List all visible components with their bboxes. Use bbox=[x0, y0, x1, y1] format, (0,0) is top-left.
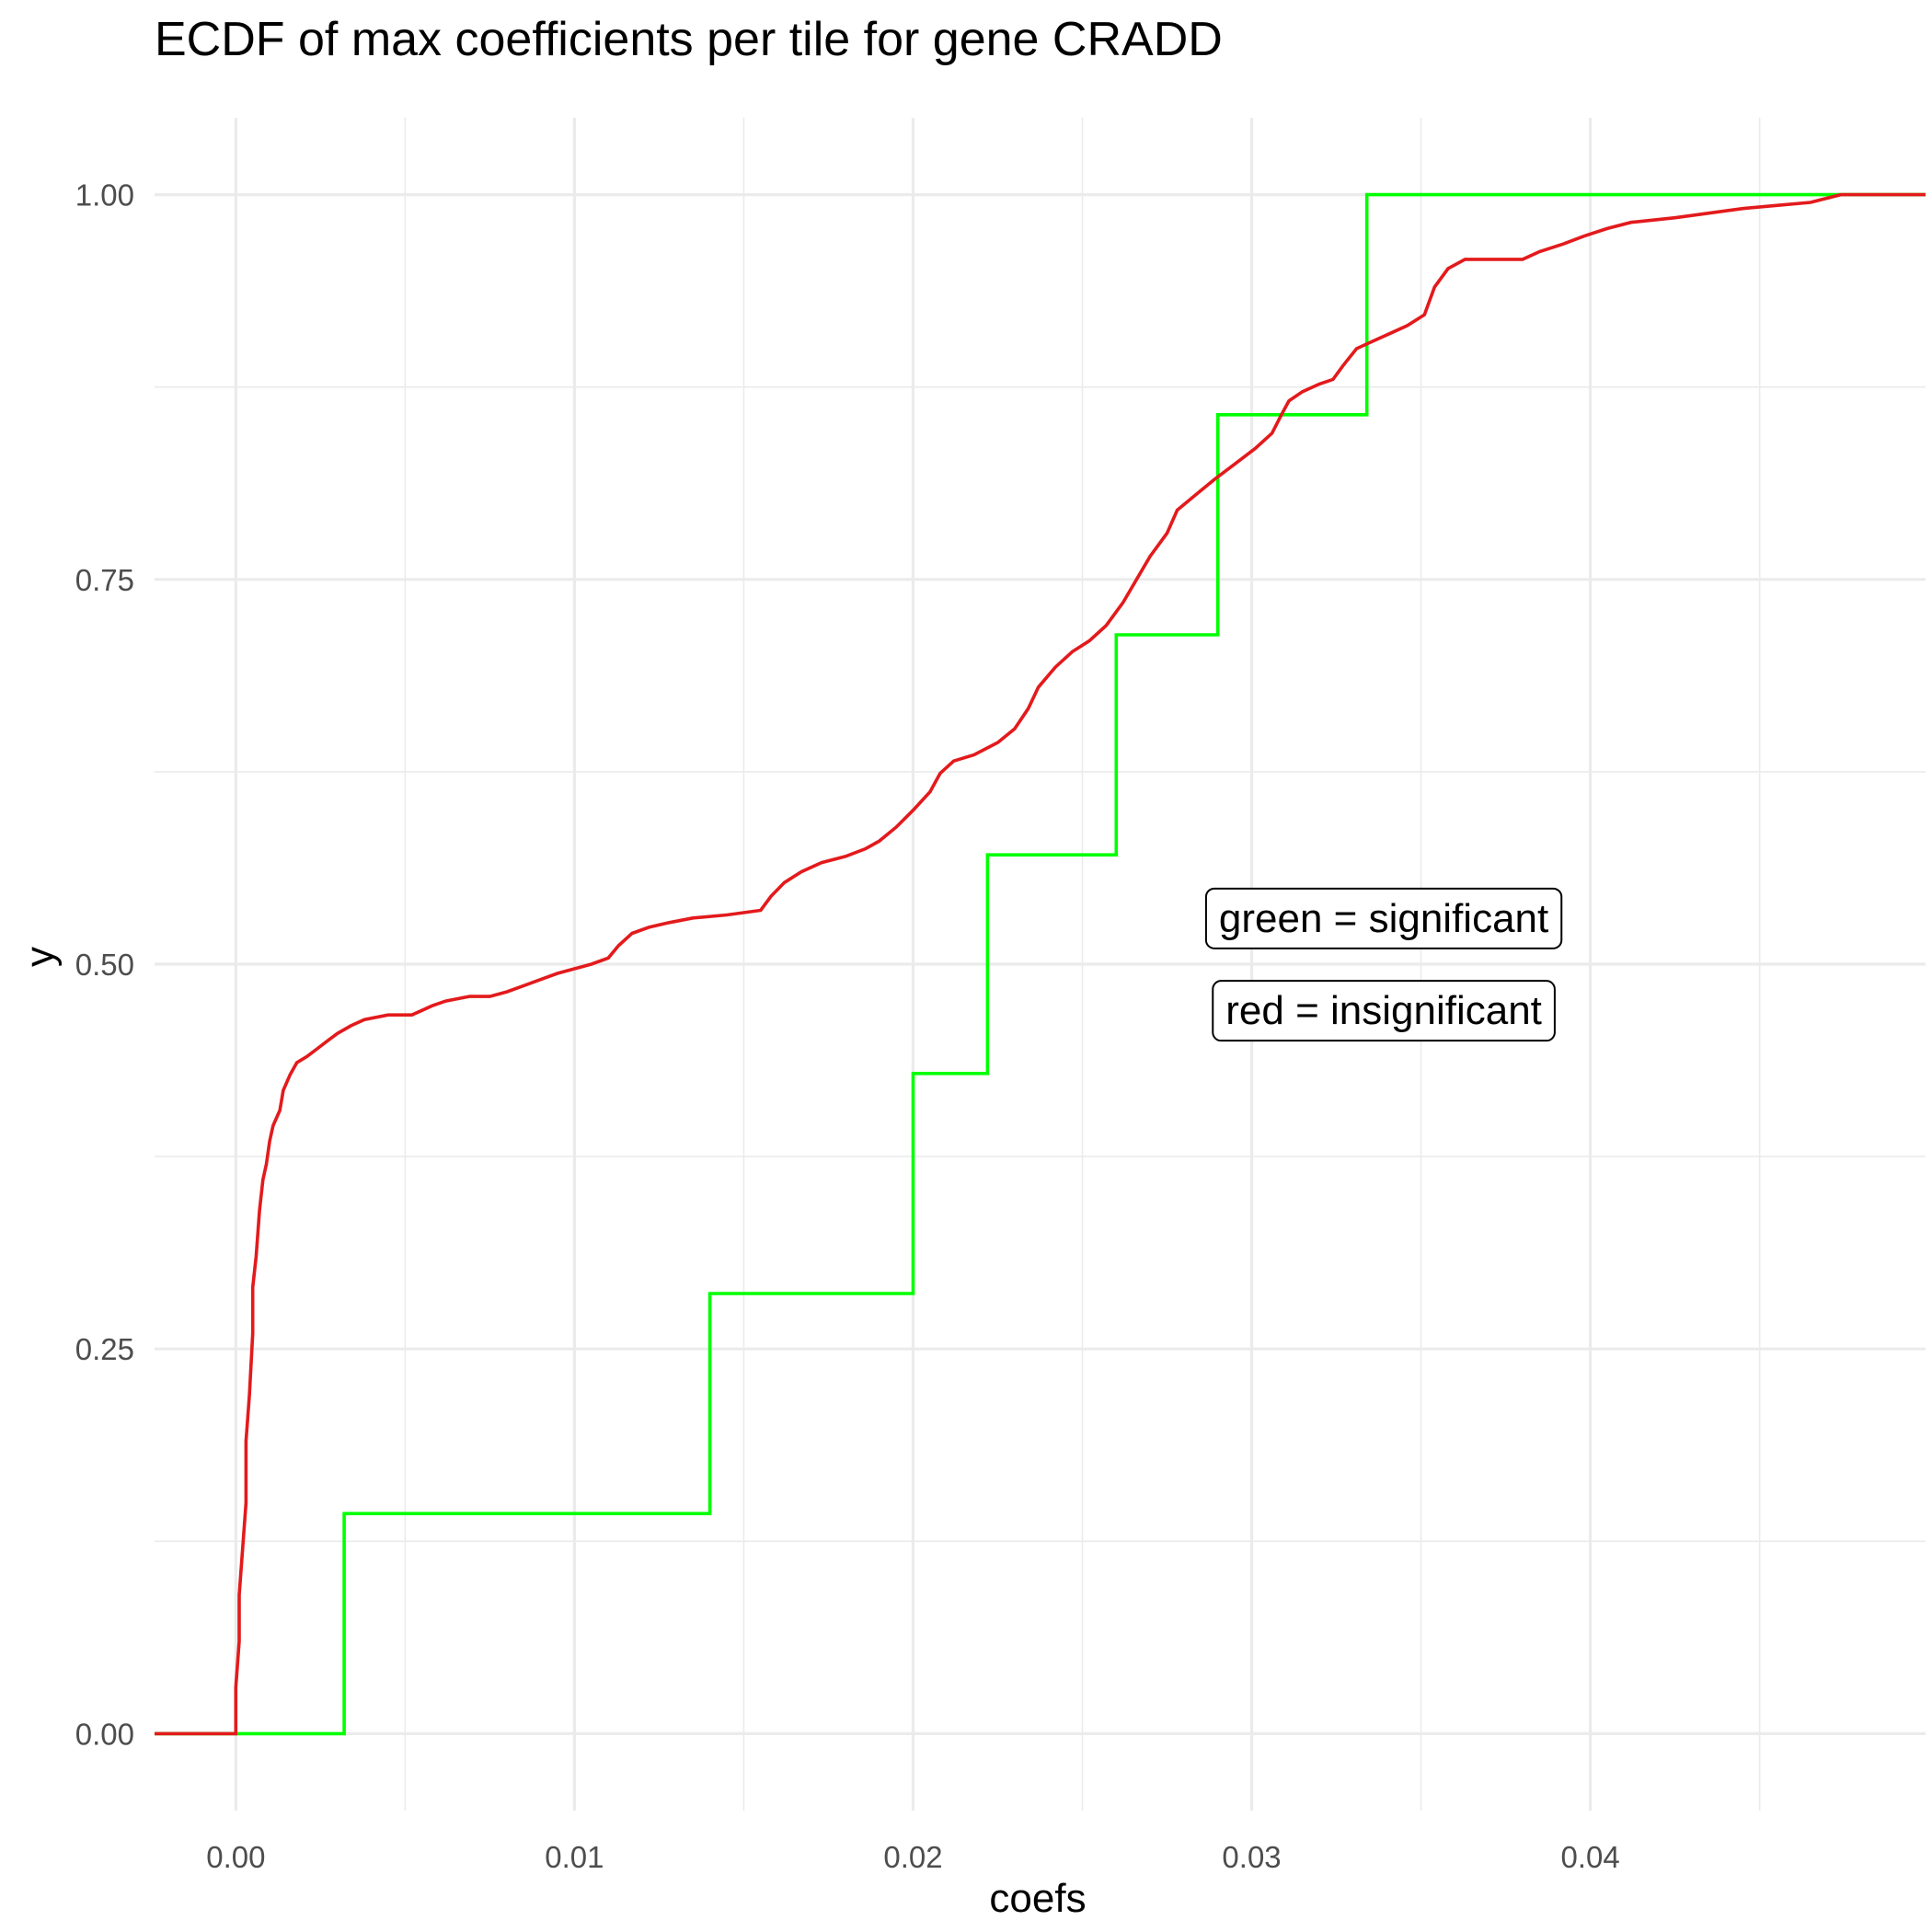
y-tick-label: 0.75 bbox=[75, 563, 134, 597]
annotation-text: red = insignificant bbox=[1225, 988, 1542, 1033]
x-tick-label: 0.04 bbox=[1560, 1840, 1619, 1874]
annotation-text: green = significant bbox=[1219, 896, 1548, 941]
ecdf-line-green bbox=[155, 192, 1926, 1736]
x-tick-label: 0.00 bbox=[206, 1840, 265, 1874]
y-axis-ticks: 0.00 0.25 0.50 0.75 1.00 bbox=[75, 178, 134, 1752]
y-tick-label: 0.00 bbox=[75, 1717, 134, 1751]
y-tick-label: 0.25 bbox=[75, 1332, 134, 1366]
x-tick-label: 0.01 bbox=[545, 1840, 604, 1874]
x-tick-label: 0.03 bbox=[1222, 1840, 1281, 1874]
annotations: green = significant red = insignificant bbox=[1204, 887, 1563, 1042]
ecdf-line-red bbox=[155, 192, 1926, 1736]
x-axis-ticks: 0.00 0.01 0.02 0.03 0.04 bbox=[206, 1840, 1620, 1874]
y-tick-label: 0.50 bbox=[75, 948, 134, 982]
y-tick-label: 1.00 bbox=[75, 178, 134, 213]
annotation-box bbox=[1204, 887, 1563, 949]
annotation-label: green = significant bbox=[1204, 887, 1563, 949]
x-tick-label: 0.02 bbox=[883, 1840, 942, 1874]
x-axis-title: coefs bbox=[989, 1876, 1086, 1921]
y-axis-title: y bbox=[17, 947, 63, 967]
grid bbox=[155, 118, 1926, 1811]
annotation-label: red = insignificant bbox=[1212, 980, 1556, 1042]
annotation-box bbox=[1212, 980, 1556, 1042]
chart-title: ECDF of max coefficients per tile for ge… bbox=[155, 13, 1223, 66]
series-layer bbox=[155, 192, 1926, 1736]
